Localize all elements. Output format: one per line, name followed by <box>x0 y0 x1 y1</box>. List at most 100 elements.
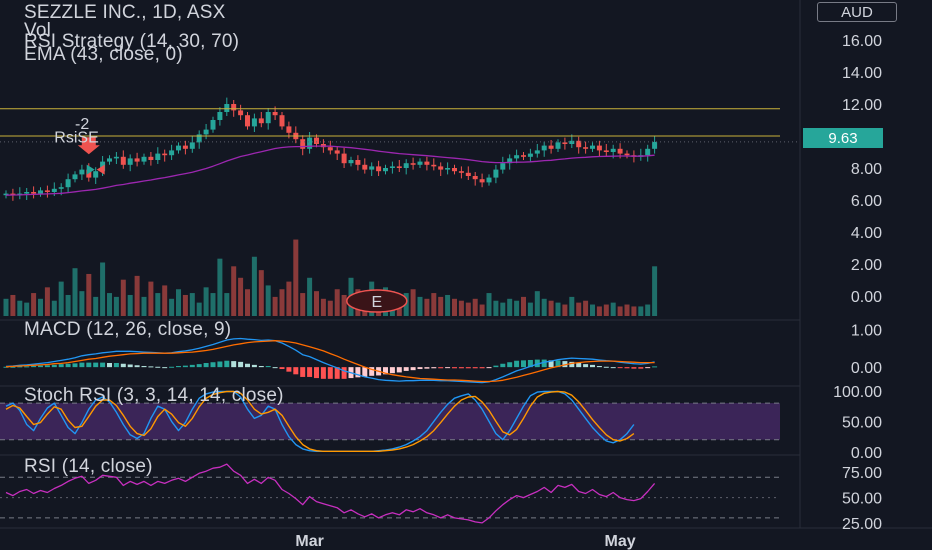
volume-bar <box>458 300 464 316</box>
candle-body <box>176 145 181 151</box>
macd-histogram-bar <box>590 364 595 368</box>
macd-histogram-bar <box>107 362 112 368</box>
macd-histogram-bar <box>534 359 540 368</box>
macd-histogram-bar <box>58 364 64 368</box>
volume-bar <box>169 298 175 316</box>
volume-bar <box>583 300 589 316</box>
macd-histogram-bar <box>155 366 161 368</box>
volume-bar <box>148 281 154 316</box>
candle-body <box>120 156 126 165</box>
volume-bar <box>58 281 64 316</box>
candle-body <box>376 166 382 172</box>
candle-body <box>148 156 154 160</box>
macd-histogram-bar <box>576 362 582 368</box>
rsi-line <box>5 463 656 524</box>
volume-bar <box>224 293 230 316</box>
candle-body <box>86 169 92 178</box>
candle-body <box>155 153 161 160</box>
last-price-badge: 9.63 <box>803 128 883 148</box>
candle-body <box>38 190 43 194</box>
volume-bar <box>196 302 202 316</box>
grid <box>0 0 932 529</box>
volume-bar <box>72 268 78 316</box>
volume-bar <box>569 296 575 316</box>
volume-bar <box>514 300 520 316</box>
currency-button[interactable]: AUD <box>817 2 897 22</box>
candle-body <box>24 192 30 194</box>
volume-bar <box>38 298 43 316</box>
candle-body <box>383 168 388 172</box>
volume-bar <box>217 258 223 316</box>
candle-body <box>258 118 264 124</box>
volume-bar <box>527 302 533 316</box>
stoch-band <box>0 403 780 440</box>
candle-body <box>3 193 9 196</box>
candle-body <box>134 158 140 162</box>
macd-histogram-bar <box>272 367 278 369</box>
macd-histogram-bar <box>431 367 437 369</box>
macd-histogram-bar <box>265 366 271 368</box>
candle-body <box>327 147 333 151</box>
price-tick-label: 14.00 <box>842 65 882 82</box>
candle-body <box>596 145 602 151</box>
strategy-signal-label: RsiSE <box>54 129 98 146</box>
macd-histogram-bar <box>458 367 464 369</box>
volume-bar <box>410 289 416 316</box>
volume-bar <box>500 302 506 316</box>
volume-bar <box>617 306 623 316</box>
macd-histogram-bar <box>224 360 230 368</box>
volume-bar <box>424 298 430 316</box>
macd-histogram-bar <box>10 366 16 368</box>
candle-body <box>314 137 319 144</box>
volume-bar <box>320 298 326 316</box>
candle-body <box>500 163 506 170</box>
macd-histogram-bar <box>652 366 658 368</box>
macd-histogram-bar <box>134 365 140 368</box>
candle-body <box>369 166 375 170</box>
macd-histogram-bar <box>24 366 30 368</box>
candle-body <box>493 169 499 178</box>
volume-bar <box>100 262 106 316</box>
macd-histogram-bar <box>638 367 644 369</box>
volume-bar <box>314 291 319 316</box>
candle-body <box>31 192 37 194</box>
exit-marker-icon <box>86 164 95 175</box>
volume-bar <box>176 289 181 316</box>
macd-histogram-bar <box>438 367 444 369</box>
macd-histogram-bar <box>355 367 361 378</box>
volume-bar <box>265 285 271 316</box>
candle-body <box>410 163 416 165</box>
macd-histogram-bar <box>120 363 126 368</box>
macd-histogram-bar <box>38 365 43 368</box>
rsi-tick-label: 50.00 <box>842 491 882 508</box>
macd-histogram-bar <box>527 359 533 368</box>
macd-histogram-bar <box>596 366 602 368</box>
candle-body <box>396 166 402 168</box>
volume-bar <box>534 291 540 316</box>
volume-bar <box>610 302 616 316</box>
candle-body <box>610 148 616 152</box>
macd-histogram-bar <box>182 365 188 368</box>
volume-bar <box>645 304 651 316</box>
stoch-rsi-legend: Stoch RSI (3, 3, 14, 14, close) <box>24 385 284 406</box>
macd-line <box>5 337 655 384</box>
candle-body <box>113 156 119 159</box>
macd-histogram-bar <box>127 364 133 368</box>
rsi-tick-label: 75.00 <box>842 465 882 482</box>
candle-body <box>58 187 64 189</box>
candle-body <box>624 153 630 156</box>
macd-histogram-bar <box>410 367 416 371</box>
macd-histogram-bar <box>314 367 319 379</box>
macd-histogram-bar <box>113 362 119 368</box>
candle-body <box>445 168 451 170</box>
volume-bar <box>590 304 595 316</box>
macd-histogram-bar <box>86 362 92 368</box>
macd-histogram-bar <box>583 364 589 368</box>
candle-body <box>272 112 278 116</box>
volume-bar <box>86 273 92 316</box>
candle-body <box>403 163 409 168</box>
candle-body <box>348 160 354 164</box>
